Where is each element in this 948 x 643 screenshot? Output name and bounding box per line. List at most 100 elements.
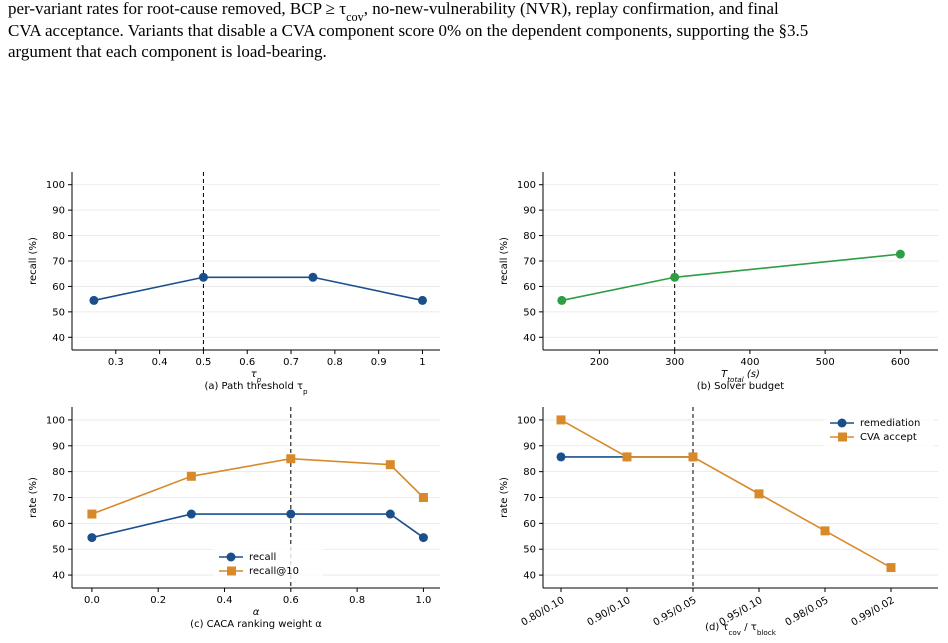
y-tick-label: 80 xyxy=(523,231,536,242)
y-tick-label: 90 xyxy=(523,441,536,452)
text-run: (c) CACA ranking weight α xyxy=(190,619,322,630)
x-tick-label: 0.4 xyxy=(217,595,233,606)
y-tick-label: 60 xyxy=(523,519,536,530)
subplot-title: (c) CACA ranking weight α xyxy=(190,619,322,630)
x-axis-label: α xyxy=(253,607,260,618)
x-axis-label: Ttotal​ (s) xyxy=(721,369,760,384)
legend-marker xyxy=(837,418,847,428)
marker xyxy=(385,460,395,470)
subscript: p xyxy=(303,387,308,396)
x-tick-label: 0.7 xyxy=(283,357,299,368)
x-tick-label: 500 xyxy=(816,357,835,368)
subscript: cov xyxy=(728,628,741,637)
series-line xyxy=(91,513,424,539)
subplot-title: (a) Path threshold τp​ xyxy=(204,381,308,396)
x-tick-label: 0.99/0.02 xyxy=(850,595,897,628)
y-tick-label: 50 xyxy=(52,545,65,556)
text-run: (d) τ xyxy=(705,622,728,633)
text-run: τ xyxy=(251,369,258,380)
subscript: cov xyxy=(346,10,365,24)
y-axis-label: recall (%) xyxy=(499,237,510,285)
marker xyxy=(895,249,905,259)
caption-line: per-variant rates for root-cause removed… xyxy=(8,0,779,24)
caption-line: argument that each component is load-bea… xyxy=(8,42,327,61)
text-run: α xyxy=(253,607,260,618)
marker xyxy=(670,272,680,282)
marker xyxy=(186,471,196,481)
y-tick-label: 50 xyxy=(523,545,536,556)
subplot-title: (d) τcov​ / τblock​ xyxy=(705,622,777,637)
subscript: block xyxy=(757,628,777,637)
text-run: CVA acceptance. Variants that disable a … xyxy=(8,21,808,40)
y-tick-label: 60 xyxy=(52,282,65,293)
y-tick-label: 50 xyxy=(52,307,65,318)
y-tick-label: 90 xyxy=(52,206,65,217)
x-axis-label: τp​ xyxy=(251,369,262,384)
marker xyxy=(198,272,208,282)
y-axis-label: recall (%) xyxy=(28,237,39,285)
x-tick-label: 0.9 xyxy=(371,357,387,368)
y-tick-label: 40 xyxy=(523,333,536,344)
legend-label: remediation xyxy=(860,418,920,429)
x-tick-label: 0.2 xyxy=(150,595,166,606)
y-tick-label: 100 xyxy=(46,180,65,191)
x-tick-label: 0.3 xyxy=(108,357,124,368)
marker xyxy=(308,272,318,282)
marker xyxy=(186,509,196,519)
y-tick-label: 100 xyxy=(46,415,65,426)
y-tick-label: 100 xyxy=(517,180,536,191)
y-tick-label: 90 xyxy=(52,441,65,452)
marker xyxy=(688,452,698,462)
marker xyxy=(557,295,567,305)
series-line xyxy=(93,276,423,302)
y-tick-label: 40 xyxy=(523,571,536,582)
subscript: p xyxy=(256,375,262,384)
y-tick-label: 70 xyxy=(52,257,65,268)
marker xyxy=(286,509,296,519)
y-tick-label: 100 xyxy=(517,415,536,426)
x-tick-label: 0.80/0.10 xyxy=(520,595,567,628)
x-tick-label: 0.98/0.05 xyxy=(784,595,831,628)
y-tick-label: 60 xyxy=(523,282,536,293)
legend-marker xyxy=(226,552,236,562)
legend-box xyxy=(213,546,323,582)
marker xyxy=(89,295,99,305)
legend-marker xyxy=(838,432,847,442)
marker xyxy=(754,489,764,499)
y-tick-label: 80 xyxy=(52,467,65,478)
marker xyxy=(87,509,97,519)
x-tick-label: 300 xyxy=(665,357,684,368)
x-tick-label: 0.4 xyxy=(152,357,168,368)
marker xyxy=(417,295,427,305)
y-tick-label: 70 xyxy=(52,493,65,504)
marker xyxy=(286,454,296,464)
marker xyxy=(556,415,566,425)
marker xyxy=(418,533,428,543)
y-tick-label: 40 xyxy=(52,571,65,582)
legend-box xyxy=(824,412,934,448)
y-tick-label: 60 xyxy=(52,519,65,530)
x-tick-label: 1.0 xyxy=(415,595,431,606)
legend-label: CVA accept xyxy=(860,432,917,443)
x-tick-label: 0.8 xyxy=(349,595,365,606)
caption-line: CVA acceptance. Variants that disable a … xyxy=(8,21,808,40)
y-tick-label: 70 xyxy=(523,493,536,504)
marker xyxy=(87,533,97,543)
x-tick-label: 200 xyxy=(590,357,609,368)
text-run: (s) xyxy=(744,369,760,380)
marker xyxy=(385,509,395,519)
text-run: , no-new-vulnerability (NVR), replay con… xyxy=(364,0,779,18)
y-tick-label: 80 xyxy=(52,231,65,242)
text-run: argument that each component is load-bea… xyxy=(8,42,327,61)
x-tick-label: 0.8 xyxy=(327,357,343,368)
marker xyxy=(418,493,428,502)
legend-label: recall@10 xyxy=(249,566,299,577)
marker xyxy=(886,563,896,573)
subplot-title: (b) Solver budget xyxy=(697,381,784,392)
text-run: / τ xyxy=(741,622,757,633)
x-tick-label: 0.6 xyxy=(283,595,299,606)
y-tick-label: 50 xyxy=(523,307,536,318)
x-tick-label: 1 xyxy=(419,357,425,368)
text-run: (a) Path threshold τ xyxy=(204,381,303,392)
